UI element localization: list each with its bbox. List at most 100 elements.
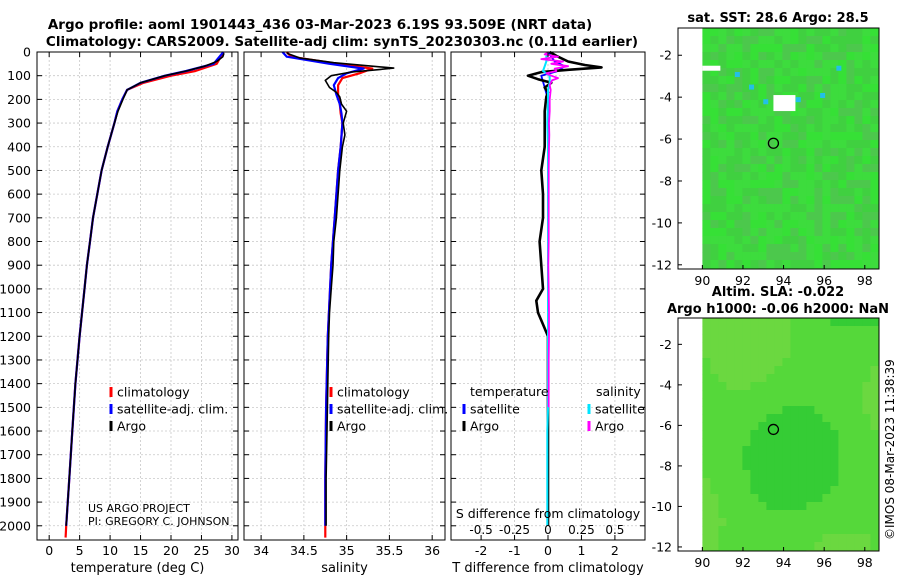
series-line-argo (286, 52, 395, 526)
map-cell (710, 52, 719, 61)
map-cell (702, 534, 711, 543)
map-cell (790, 36, 799, 45)
map-cell (806, 180, 815, 189)
map-cell (782, 422, 791, 431)
map-cell (774, 220, 783, 229)
map-cell (822, 212, 831, 221)
map-cell (846, 366, 855, 375)
x-tick-label: 2 (611, 543, 619, 558)
map-cell (734, 172, 743, 181)
map-cell (846, 382, 855, 391)
map-cell (798, 84, 807, 93)
map-cell (742, 374, 751, 383)
y-tick-label: -2 (660, 337, 672, 352)
x-tick-label: 34 (253, 543, 269, 558)
map-cell (822, 414, 831, 423)
map-cell (838, 502, 847, 511)
map-cell (830, 414, 839, 423)
map-cell (838, 52, 847, 61)
map-cell (806, 28, 815, 37)
map-cell (726, 244, 735, 253)
map-cell (814, 132, 823, 141)
map-cell (790, 172, 799, 181)
map-cell (822, 470, 831, 479)
map-cell (798, 534, 807, 543)
map-cell (870, 76, 879, 85)
map-cell (870, 204, 879, 213)
map-cell (806, 326, 815, 335)
plot-frame (243, 51, 446, 541)
map-cell (718, 164, 727, 173)
map-cell (718, 228, 727, 237)
x-tick-label: 92 (735, 555, 751, 570)
map-cell (798, 462, 807, 471)
map-cell (718, 382, 727, 391)
map-cell (806, 438, 815, 447)
map-cell (710, 36, 719, 45)
map-cell (798, 486, 807, 495)
map-cell (822, 180, 831, 189)
map-cell (774, 422, 783, 431)
map-gap (702, 65, 721, 71)
map-cell (702, 28, 711, 37)
map-cell (846, 188, 855, 197)
map-cell (790, 60, 799, 69)
map-cell (782, 164, 791, 173)
map-cell (710, 398, 719, 407)
map-cell (718, 28, 727, 37)
map-cell (726, 398, 735, 407)
map-cell (806, 148, 815, 157)
map-cell (814, 382, 823, 391)
map-cell (766, 28, 775, 37)
map-cell (806, 116, 815, 125)
map-cell (702, 350, 711, 359)
map-cell (726, 318, 735, 327)
map-cell (774, 164, 783, 173)
map-cell (870, 502, 879, 511)
map-cell (846, 68, 855, 77)
map-cell (814, 430, 823, 439)
map-cell (734, 108, 743, 117)
y-tick-label: -12 (652, 257, 672, 272)
map-cell (814, 422, 823, 431)
map-cell (854, 414, 863, 423)
map-cell (758, 36, 767, 45)
map-cell (758, 220, 767, 229)
secondary-x-tick-label: 0 (544, 523, 552, 537)
map-cell (862, 68, 871, 77)
sst-map-title: sat. SST: 28.6 Argo: 28.5 (687, 11, 868, 26)
map-cell (702, 44, 711, 53)
map-cell (862, 164, 871, 173)
map-cell (846, 478, 855, 487)
x-tick-label: 15 (133, 543, 149, 558)
map-cell (830, 68, 839, 77)
map-cell (702, 462, 711, 471)
map-cell (870, 446, 879, 455)
map-cell (870, 164, 879, 173)
map-cell (838, 486, 847, 495)
map-cloud-pixel (820, 92, 826, 98)
map-cell (758, 204, 767, 213)
map-cell (702, 212, 711, 221)
map-cell (758, 438, 767, 447)
map-cell (750, 124, 759, 133)
map-cell (710, 156, 719, 165)
map-cell (814, 228, 823, 237)
map-cell (854, 156, 863, 165)
map-cell (726, 196, 735, 205)
map-cell (822, 462, 831, 471)
map-cell (862, 100, 871, 109)
map-cell (774, 366, 783, 375)
series-line-argo (65, 52, 225, 526)
map-cell (838, 228, 847, 237)
map-cell (742, 188, 751, 197)
map-cell (710, 252, 719, 261)
map-cell (774, 84, 783, 93)
map-cell (702, 542, 711, 551)
map-cell (734, 252, 743, 261)
map-cell (806, 486, 815, 495)
map-cell (758, 358, 767, 367)
map-cell (750, 140, 759, 149)
map-cell (862, 140, 871, 149)
map-cell (870, 358, 879, 367)
